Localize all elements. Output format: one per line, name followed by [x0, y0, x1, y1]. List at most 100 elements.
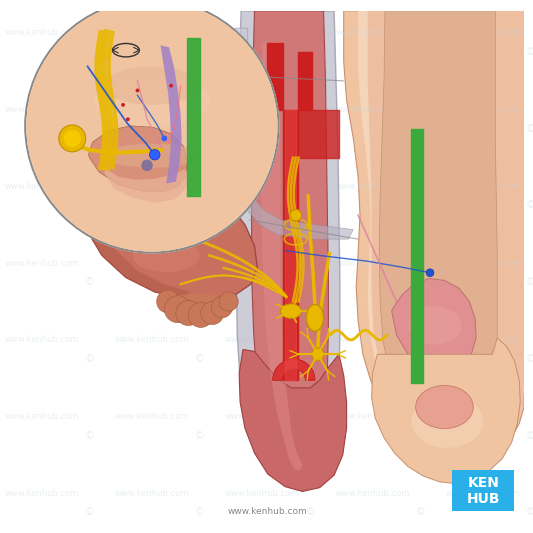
Text: www.kenhub.com: www.kenhub.com [225, 335, 300, 344]
Text: ©: © [416, 277, 425, 287]
Polygon shape [368, 11, 524, 466]
Text: www.kenhub.com: www.kenhub.com [446, 335, 520, 344]
Polygon shape [379, 11, 497, 443]
Text: ©: © [195, 507, 205, 518]
Circle shape [161, 135, 167, 141]
Text: ©: © [416, 431, 425, 441]
Text: ©: © [305, 354, 315, 364]
Ellipse shape [104, 144, 200, 168]
Polygon shape [372, 338, 520, 484]
Text: ©: © [416, 507, 425, 518]
Text: ©: © [526, 354, 533, 364]
Text: ©: © [195, 354, 205, 364]
Text: ©: © [85, 431, 94, 441]
Polygon shape [273, 359, 315, 380]
Circle shape [290, 209, 302, 221]
Circle shape [157, 290, 180, 313]
Text: ©: © [305, 431, 315, 441]
Text: ©: © [305, 200, 315, 211]
Ellipse shape [162, 294, 234, 321]
Text: www.kenhub.com: www.kenhub.com [446, 489, 520, 498]
Text: ©: © [416, 200, 425, 211]
Ellipse shape [411, 395, 483, 448]
Text: HUB: HUB [466, 492, 500, 506]
Text: www.kenhub.com: www.kenhub.com [228, 507, 308, 516]
Text: ©: © [85, 277, 94, 287]
Text: ©: © [195, 47, 205, 57]
Polygon shape [344, 11, 524, 469]
Text: ©: © [416, 354, 425, 364]
Text: ©: © [305, 47, 315, 57]
Ellipse shape [306, 304, 324, 331]
Polygon shape [70, 163, 190, 298]
Text: www.kenhub.com: www.kenhub.com [4, 105, 79, 114]
Text: www.kenhub.com: www.kenhub.com [225, 259, 300, 268]
Text: www.kenhub.com: www.kenhub.com [335, 412, 410, 421]
Circle shape [169, 84, 173, 87]
Text: ©: © [85, 507, 94, 518]
Text: www.kenhub.com: www.kenhub.com [335, 28, 410, 37]
Polygon shape [273, 359, 315, 380]
Text: ©: © [85, 124, 94, 134]
Text: www.kenhub.com: www.kenhub.com [225, 28, 300, 37]
Polygon shape [392, 278, 476, 374]
Polygon shape [205, 139, 353, 239]
Text: www.kenhub.com: www.kenhub.com [4, 335, 79, 344]
Text: www.kenhub.com: www.kenhub.com [446, 412, 520, 421]
Text: www.kenhub.com: www.kenhub.com [335, 489, 410, 498]
FancyBboxPatch shape [235, 67, 248, 82]
Text: www.kenhub.com: www.kenhub.com [446, 28, 520, 37]
Text: ©: © [526, 47, 533, 57]
Polygon shape [104, 169, 190, 203]
Polygon shape [358, 11, 524, 463]
Ellipse shape [280, 304, 302, 318]
Circle shape [63, 130, 81, 147]
FancyBboxPatch shape [452, 470, 514, 511]
Text: ©: © [526, 124, 533, 134]
FancyBboxPatch shape [235, 28, 248, 44]
Text: ©: © [526, 277, 533, 287]
Circle shape [121, 103, 125, 107]
Circle shape [25, 0, 279, 254]
Circle shape [312, 348, 324, 360]
Text: www.kenhub.com: www.kenhub.com [446, 105, 520, 114]
Text: www.kenhub.com: www.kenhub.com [4, 489, 79, 498]
Text: www.kenhub.com: www.kenhub.com [335, 259, 410, 268]
Ellipse shape [133, 239, 200, 272]
Text: www.kenhub.com: www.kenhub.com [115, 412, 189, 421]
Text: KEN: KEN [467, 477, 499, 490]
Text: www.kenhub.com: www.kenhub.com [4, 259, 79, 268]
Text: ©: © [85, 354, 94, 364]
Circle shape [219, 292, 238, 311]
Circle shape [188, 302, 213, 327]
Circle shape [149, 149, 160, 160]
Ellipse shape [104, 67, 200, 105]
Text: www.kenhub.com: www.kenhub.com [115, 489, 189, 498]
Text: www.kenhub.com: www.kenhub.com [225, 182, 300, 191]
FancyBboxPatch shape [235, 182, 248, 197]
Text: ©: © [305, 124, 315, 134]
Circle shape [59, 125, 86, 152]
Ellipse shape [416, 385, 473, 429]
Text: ©: © [416, 47, 425, 57]
Ellipse shape [408, 306, 461, 345]
Text: ©: © [526, 431, 533, 441]
Polygon shape [252, 11, 328, 474]
Text: www.kenhub.com: www.kenhub.com [4, 412, 79, 421]
Polygon shape [239, 350, 346, 491]
Text: ©: © [305, 507, 315, 518]
Text: www.kenhub.com: www.kenhub.com [115, 105, 189, 114]
Text: ©: © [85, 200, 94, 211]
Polygon shape [261, 43, 302, 470]
Polygon shape [236, 11, 340, 486]
Text: www.kenhub.com: www.kenhub.com [335, 182, 410, 191]
Circle shape [426, 269, 434, 277]
Polygon shape [70, 161, 257, 300]
Circle shape [26, 1, 278, 252]
Text: ©: © [195, 277, 205, 287]
Text: ©: © [526, 507, 533, 518]
Circle shape [164, 296, 191, 322]
Circle shape [25, 0, 278, 253]
Text: www.kenhub.com: www.kenhub.com [335, 335, 410, 344]
Ellipse shape [94, 74, 209, 126]
